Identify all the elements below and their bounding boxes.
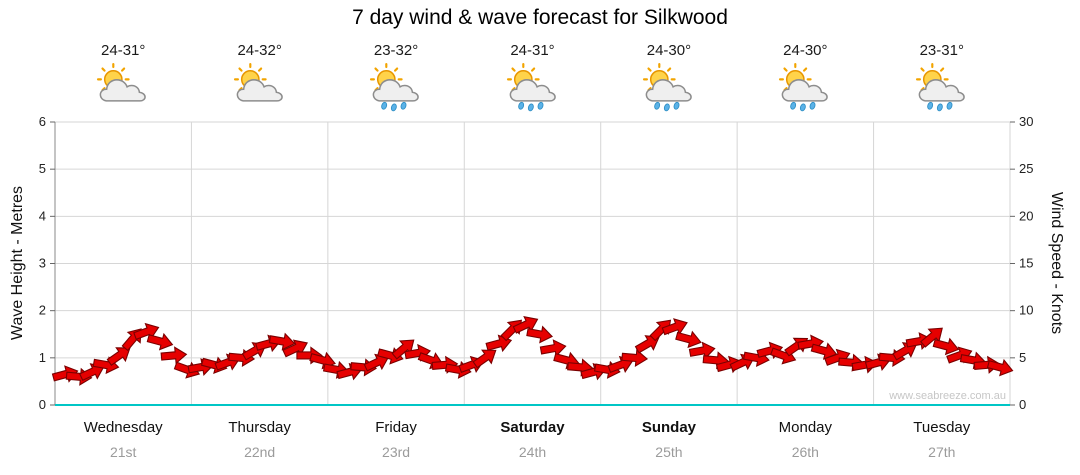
wind-arrow [661, 318, 688, 336]
axis-tick-label: 6 [39, 114, 46, 129]
axis-tick-label: 20 [1019, 208, 1033, 223]
wind-arrow [986, 358, 1014, 377]
wind-arrow [146, 332, 174, 351]
chart-title: 7 day wind & wave forecast for Silkwood [352, 6, 728, 29]
wind-arrow [268, 332, 296, 351]
wind-arrow [932, 337, 960, 356]
axis-tick-label: 25 [1019, 161, 1033, 176]
wind-arrow [675, 330, 702, 349]
axis-tick-label: 0 [1019, 397, 1026, 412]
wind-arrow [621, 348, 649, 368]
wind-arrow [920, 327, 943, 348]
watermark: www.seabreeze.com.au [889, 390, 1006, 402]
axis-tick-label: 10 [1019, 303, 1033, 318]
axis-tick-label: 3 [39, 256, 46, 271]
wind-arrow [160, 346, 188, 365]
axis-tick-label: 15 [1019, 256, 1033, 271]
wind-arrow [472, 349, 497, 369]
wind-arrow [539, 339, 567, 358]
wind-arrow [892, 342, 918, 361]
wind-arrow [363, 353, 390, 372]
wind-arrow [526, 325, 553, 344]
axis-tick-label: 1 [39, 350, 46, 365]
axis-tick-label: 2 [39, 303, 46, 318]
wind-arrow [391, 339, 415, 360]
axis-tick-label: 5 [1019, 350, 1026, 365]
axis-tick-label: 30 [1019, 114, 1033, 129]
wind-arrow [106, 347, 131, 366]
axis-tick-label: 4 [39, 208, 46, 223]
wind-arrow [79, 363, 105, 381]
wind-arrow [634, 335, 660, 354]
axis-tick-label: 5 [39, 161, 46, 176]
wind-arrow [688, 341, 716, 360]
axis-tick-label: 0 [39, 397, 46, 412]
